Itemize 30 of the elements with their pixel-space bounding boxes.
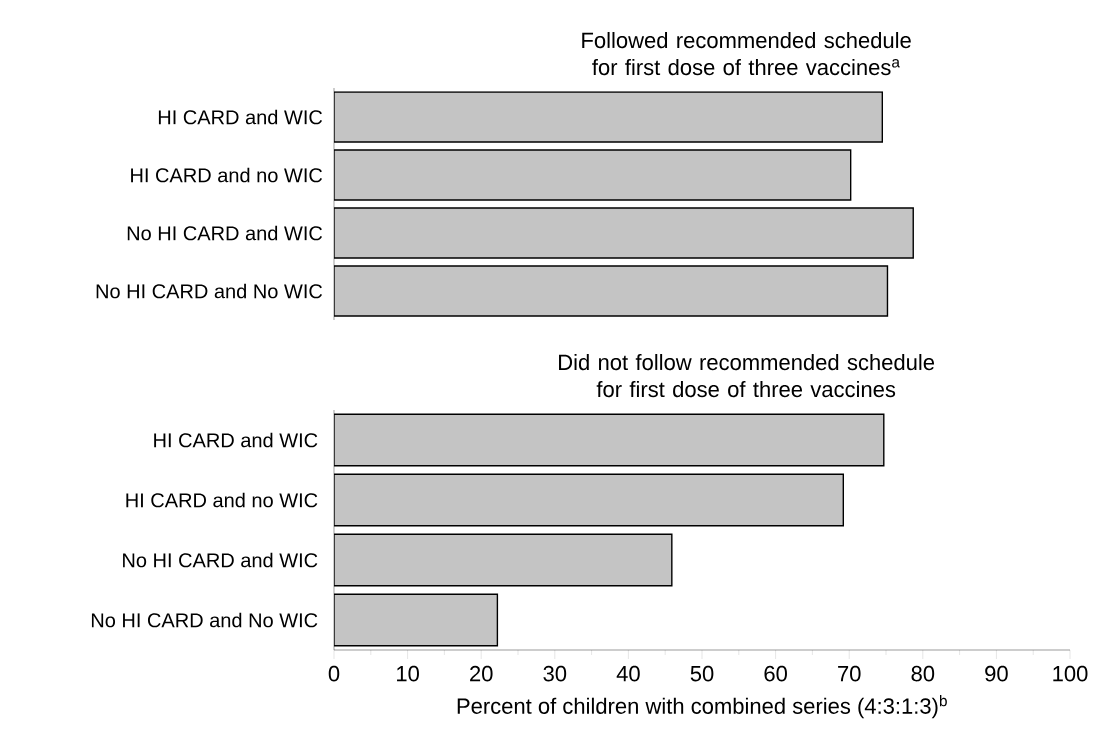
x-tick-label: 50 [690, 665, 714, 682]
x-tick-label: 60 [764, 665, 787, 682]
chart-title: Did not follow recommended schedule for first dose of three vaccines [559, 353, 935, 398]
bar [334, 473, 845, 527]
chart-title: Followed recommended schedule for first dose of three vaccines$^{a}$ [582, 31, 911, 76]
y-tick-label: HI CARD and WIC [154, 432, 318, 448]
x-tick-label: 40 [616, 665, 640, 682]
x-tick-label: 20 [470, 665, 493, 682]
bar [334, 593, 499, 647]
bar [334, 207, 914, 259]
y-tick-label: No HI CARD and No WIC [91, 612, 318, 628]
x-tick-label: 100 [1053, 665, 1088, 682]
y-tick-label: HI CARD and no WIC [126, 492, 318, 508]
x-axis-title: Percent of children with combined series (4:3:1:3)$^{b}$ [457, 694, 947, 719]
bar [334, 149, 852, 201]
bar [334, 533, 673, 587]
y-tick-label: No HI CARD and WIC [123, 552, 318, 568]
y-tick-label: HI CARD and no WIC [131, 167, 323, 183]
bar [334, 413, 885, 467]
x-tick-label: 0 [328, 665, 340, 682]
x-tick-label: 80 [911, 665, 935, 682]
x-tick-label: 90 [985, 665, 1008, 682]
y-tick-label: No HI CARD and No WIC [96, 283, 323, 299]
bar [334, 91, 884, 143]
x-tick-label: 30 [543, 665, 567, 682]
y-tick-label: No HI CARD and WIC [127, 225, 323, 241]
y-tick-label: HI CARD and WIC [158, 109, 323, 125]
bar [334, 265, 889, 317]
x-tick-label: 70 [838, 665, 861, 682]
x-tick-label: 10 [397, 665, 419, 682]
